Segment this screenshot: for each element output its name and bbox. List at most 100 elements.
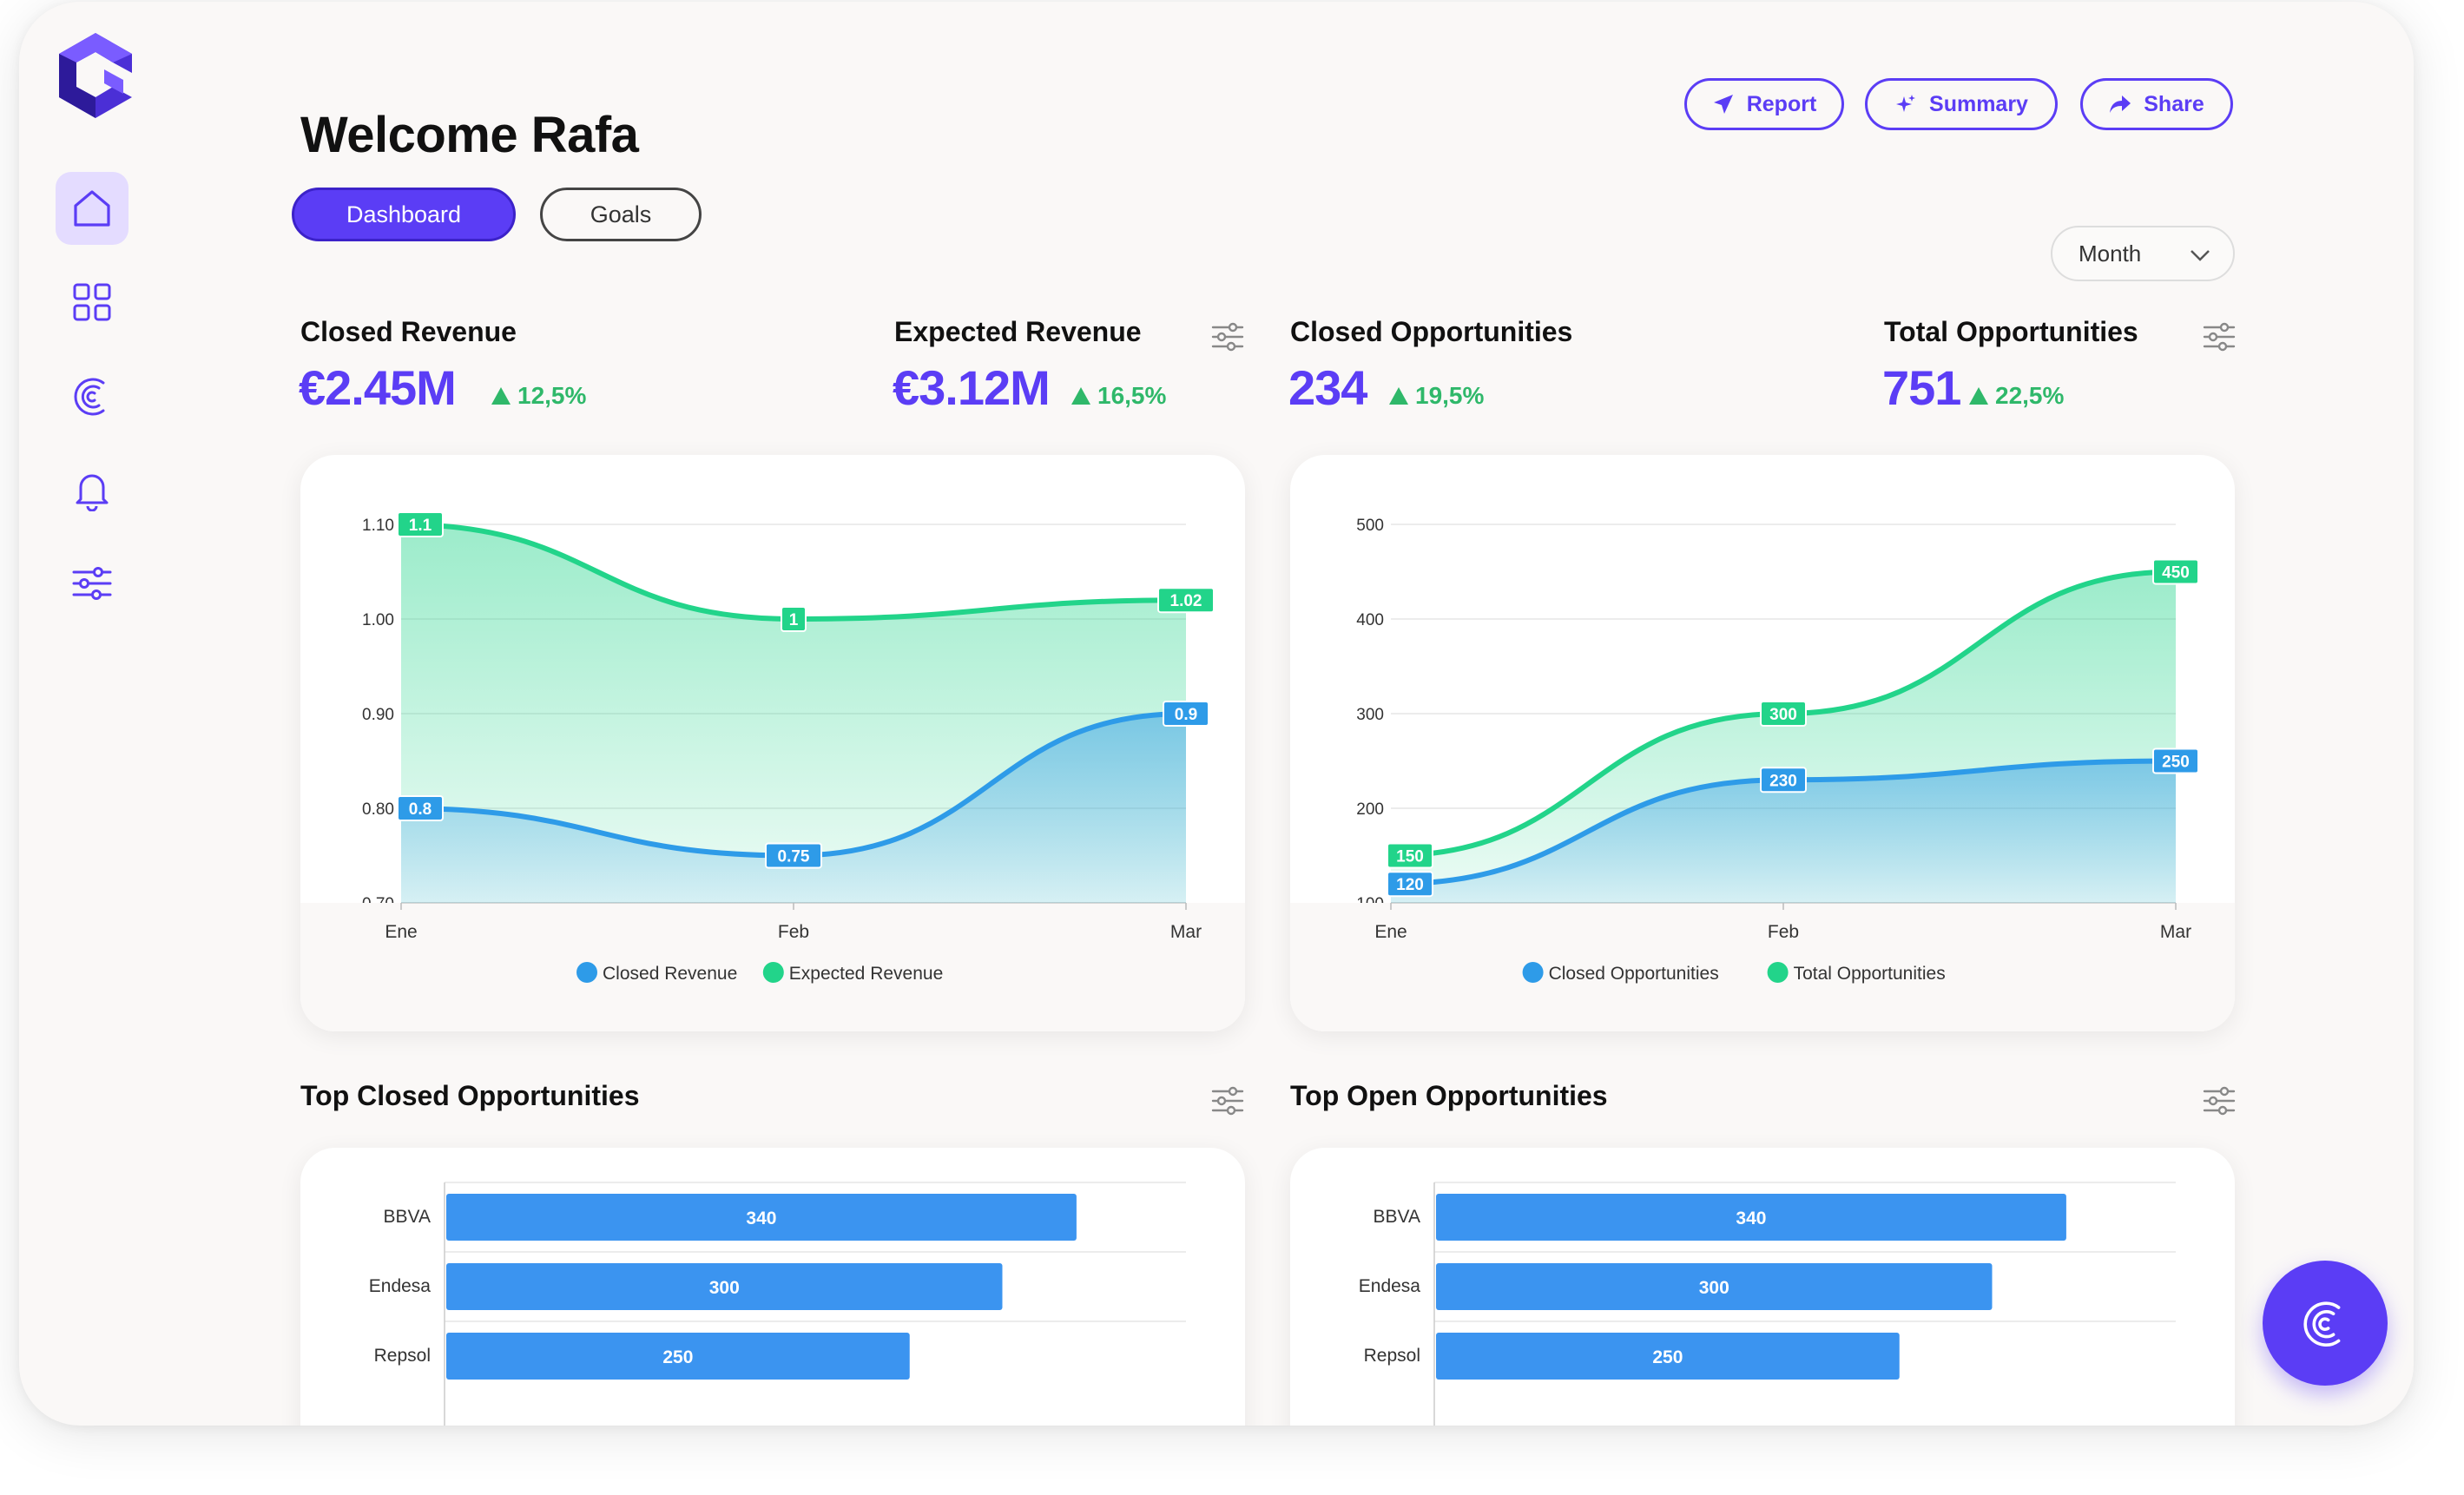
nav-apps[interactable] [56, 266, 128, 339]
kpi-label: Closed Opportunities [1290, 316, 1573, 347]
share-button[interactable]: Share [2080, 78, 2233, 130]
bar [446, 1194, 1077, 1241]
opportunities-chart-card: 500400300200100EneFebMar1503004501202302… [1290, 455, 2235, 1031]
data-point-label-box [397, 795, 444, 821]
sparkle-icon [1896, 95, 1916, 112]
kpi-delta: 16,5% [1071, 382, 1166, 410]
nav-assistant[interactable] [56, 359, 128, 432]
x-tick-label: Ene [385, 922, 417, 942]
data-label: 300 [1769, 706, 1797, 724]
kpi-value: 751 [1882, 360, 1961, 415]
kpi-delta-value: 22,5% [1995, 382, 2065, 409]
legend-label: Total Opportunities [1794, 964, 1946, 984]
bar [1436, 1263, 1993, 1310]
legend-marker [762, 962, 784, 983]
category-label: BBVA [384, 1207, 431, 1227]
assistant-fab-button[interactable] [2263, 1261, 2388, 1386]
bar [1436, 1333, 1900, 1380]
y-tick-label: 0.90 [362, 706, 394, 724]
series-area [401, 714, 1186, 903]
kpi-label: Expected Revenue [894, 316, 1142, 347]
grid-icon [73, 283, 111, 321]
x-tick-label: Mar [1170, 922, 1202, 942]
x-tick-label: Feb [778, 922, 809, 942]
data-label: 1.02 [1170, 592, 1202, 610]
up-arrow-icon [1071, 387, 1090, 405]
data-label: 120 [1396, 876, 1424, 894]
legend-marker [576, 962, 597, 983]
chevron-down-icon [2191, 250, 2210, 261]
legend-label: Expected Revenue [789, 964, 943, 984]
y-tick-label: 300 [1356, 706, 1384, 724]
brand-logo [59, 33, 132, 118]
tab-goals[interactable]: Goals [540, 188, 702, 241]
data-point-label-box [2152, 748, 2199, 774]
filter-icon[interactable] [2202, 319, 2237, 354]
revenue-chart-card: 1.101.000.900.800.70EneFebMar1.111.020.8… [300, 455, 1245, 1031]
data-label: 150 [1396, 848, 1424, 866]
top-closed-bar-chart: 340 BBVA 300 Endesa 250 Repsol [369, 1182, 1186, 1426]
data-point-label-box [1163, 701, 1209, 727]
category-label: Endesa [369, 1276, 432, 1296]
summary-button[interactable]: Summary [1865, 78, 2058, 130]
x-tick-label: Ene [1374, 922, 1407, 942]
x-tick-label: Feb [1768, 922, 1799, 942]
kpi-label: Closed Revenue [300, 316, 517, 347]
report-label: Report [1746, 91, 1817, 116]
data-label: 1 [789, 611, 799, 629]
section-title: Top Closed Opportunities [300, 1080, 640, 1111]
section-title: Top Open Opportunities [1290, 1080, 1608, 1111]
bar-value-label: 300 [1699, 1278, 1729, 1298]
top-open-chart-card: 340 BBVA 300 Endesa 250 Repsol [1290, 1148, 2235, 1426]
up-arrow-icon [1389, 387, 1408, 405]
period-select[interactable]: Month [2051, 226, 2235, 281]
bar-value-label: 300 [709, 1278, 740, 1298]
bar-value-label: 250 [662, 1347, 693, 1367]
page-title: Welcome Rafa [300, 107, 639, 163]
data-point-label-box [1387, 842, 1433, 869]
nav-settings[interactable] [56, 547, 128, 620]
up-arrow-icon [491, 387, 511, 405]
data-label: 0.8 [409, 800, 432, 819]
kpi-delta: 12,5% [491, 382, 586, 410]
y-tick-label: 1.10 [362, 517, 394, 535]
bar [446, 1263, 1003, 1310]
kpi-value: 234 [1288, 360, 1367, 415]
period-value: Month [2079, 240, 2142, 267]
bar [1436, 1194, 2066, 1241]
bar-value-label: 250 [1652, 1347, 1683, 1367]
tab-dashboard[interactable]: Dashboard [292, 188, 516, 241]
category-label: BBVA [1374, 1207, 1420, 1227]
sliders-icon [72, 567, 112, 600]
category-label: Endesa [1359, 1276, 1421, 1296]
report-button[interactable]: Report [1684, 78, 1844, 130]
nav-notifications[interactable] [56, 453, 128, 526]
opportunities-chart: 500400300200100EneFebMar1503004501202302… [1290, 517, 2235, 1031]
filter-icon[interactable] [1210, 1083, 1245, 1118]
bell-icon [76, 474, 109, 511]
kpi-label: Total Opportunities [1884, 316, 2138, 347]
home-icon [74, 190, 110, 227]
top-open-bar-chart: 340 BBVA 300 Endesa 250 Repsol [1359, 1182, 2176, 1426]
data-point-label-box [1760, 701, 1807, 727]
data-label: 1.1 [409, 517, 432, 535]
data-label: 0.9 [1175, 706, 1197, 724]
y-tick-label: 500 [1356, 517, 1384, 535]
legend-label: Closed Opportunities [1549, 964, 1719, 984]
data-point-label-box [2152, 558, 2199, 585]
data-label: 450 [2162, 564, 2190, 583]
top-closed-chart-card: 340 BBVA 300 Endesa 250 Repsol [300, 1148, 1245, 1426]
filter-icon[interactable] [1210, 319, 1245, 354]
nav-home[interactable] [56, 172, 128, 245]
filter-icon[interactable] [2202, 1083, 2237, 1118]
kpi-delta: 22,5% [1969, 382, 2064, 410]
legend-label: Closed Revenue [603, 964, 737, 984]
share-icon [2110, 95, 2131, 113]
summary-label: Summary [1929, 91, 2028, 116]
y-tick-label: 0.80 [362, 800, 394, 819]
send-icon [1713, 95, 1733, 114]
kpi-delta-value: 19,5% [1415, 382, 1485, 409]
bar [446, 1333, 910, 1380]
dashboard-window: Welcome Rafa Dashboard Goals Report Summ… [19, 2, 2414, 1426]
bar-value-label: 340 [746, 1209, 776, 1228]
